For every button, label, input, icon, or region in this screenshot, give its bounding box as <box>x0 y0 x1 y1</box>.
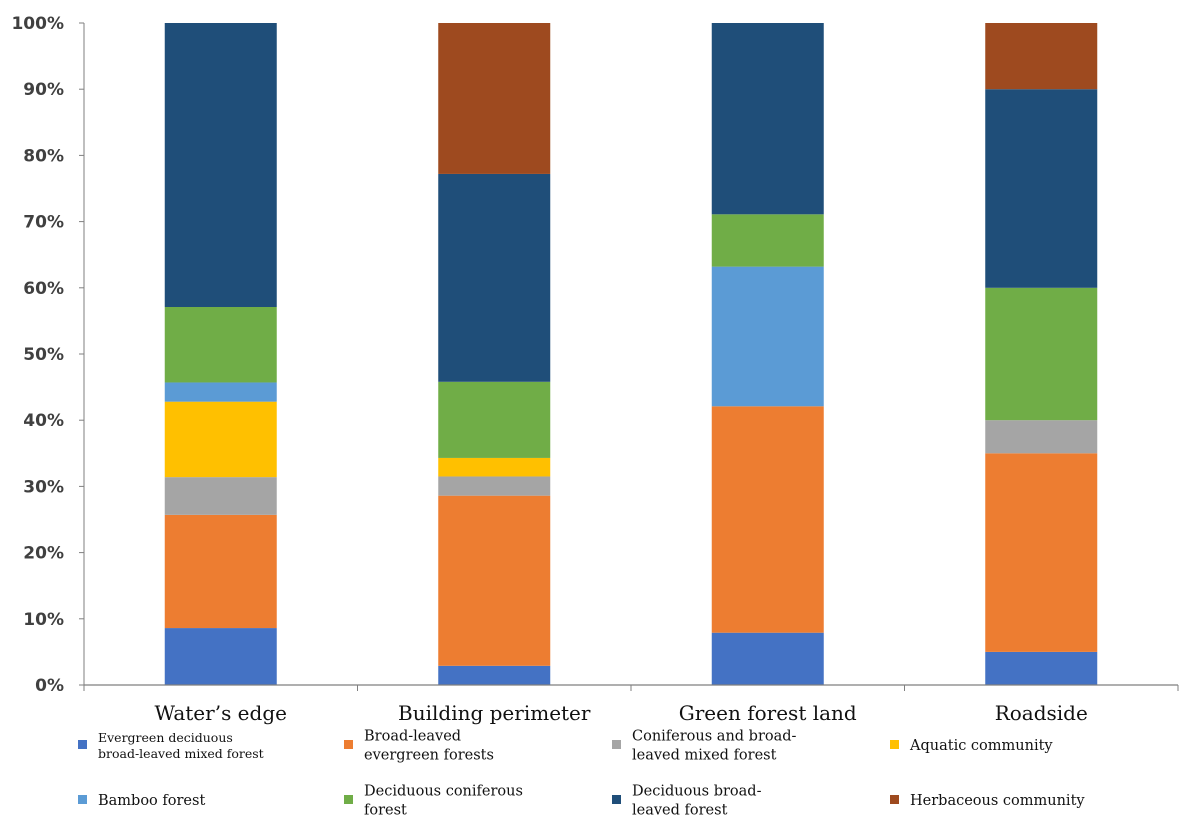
legend-item: Aquatic community <box>890 738 1053 754</box>
bar-segment <box>985 420 1098 454</box>
bar-stack <box>985 23 1098 685</box>
bar-segment <box>711 214 824 267</box>
bar-stack <box>438 23 551 685</box>
legend-label: Deciduous coniferous <box>364 784 523 800</box>
legend-swatch <box>78 740 87 749</box>
y-tick-label: 90% <box>23 80 64 100</box>
legend-label: Broad-leaved <box>364 729 461 745</box>
y-tick-label: 10% <box>23 610 64 630</box>
y-tick-label: 40% <box>23 411 64 431</box>
legend-label: leaved forest <box>632 803 728 819</box>
legend-swatch <box>344 795 353 804</box>
x-category-label: Building perimeter <box>398 701 591 725</box>
bar-segment <box>711 406 824 633</box>
bar-segment <box>711 23 824 215</box>
legend-swatch <box>612 795 621 804</box>
legend-label: forest <box>364 803 407 819</box>
bar-segment <box>985 89 1098 288</box>
bar-segment <box>164 401 277 478</box>
legend-label: Evergreen deciduous <box>98 730 233 745</box>
bar-segment <box>164 514 277 629</box>
y-tick-label: 100% <box>11 14 64 34</box>
bar-segment <box>438 495 551 666</box>
legend-label: broad-leaved mixed forest <box>98 746 264 761</box>
legend-swatch <box>890 795 899 804</box>
bar-segment <box>438 23 551 174</box>
legend-item: Coniferous and broad-leaved mixed forest <box>612 729 797 764</box>
bar-segment <box>438 457 551 477</box>
x-category-label: Water’s edge <box>155 701 287 725</box>
y-tick-label: 50% <box>23 345 64 365</box>
y-tick-label: 20% <box>23 544 64 564</box>
bar-segment <box>711 632 824 685</box>
legend-label: Herbaceous community <box>910 793 1085 809</box>
y-tick-label: 60% <box>23 279 64 299</box>
legend-label: leaved mixed forest <box>632 748 777 764</box>
x-axis: Water’s edge Building perimeter Green fore… <box>83 684 1179 725</box>
bar-stack <box>164 23 277 685</box>
bar-segment <box>438 173 551 382</box>
bar-segment <box>985 453 1098 652</box>
bar-segment <box>438 665 551 685</box>
legend-swatch <box>890 740 899 749</box>
x-category-label: Green forest land <box>679 701 857 725</box>
bar-segment <box>985 23 1098 90</box>
bar-segment <box>985 651 1098 685</box>
bar-segment <box>164 382 277 402</box>
legend-label: Bamboo forest <box>98 793 205 809</box>
y-axis: 0% 10% 20% 30% 40% 50% 60% 70% 80% 90% 100% <box>11 14 85 696</box>
legend-label: evergreen forests <box>364 748 494 764</box>
legend-swatch <box>612 740 621 749</box>
bar-segment <box>438 476 551 496</box>
bar-stack <box>711 23 824 685</box>
legend-label: Coniferous and broad- <box>632 729 797 745</box>
bar-segment <box>711 266 824 407</box>
legend-item: Deciduous coniferous forest <box>344 784 523 819</box>
y-tick-label: 30% <box>23 477 64 497</box>
x-category-label: Roadside <box>995 701 1088 725</box>
bar-segment <box>164 23 277 307</box>
bar-segment <box>985 287 1098 421</box>
y-tick-label: 0% <box>35 676 64 696</box>
legend-swatch <box>78 795 87 804</box>
legend-item: Bamboo forest <box>78 793 205 809</box>
y-tick-label: 70% <box>23 213 64 233</box>
legend-item: Broad-leaved evergreen forests <box>344 729 494 764</box>
legend-label: Deciduous broad- <box>632 784 762 800</box>
legend-item: Herbaceous community <box>890 793 1085 809</box>
bar-segment <box>438 381 551 458</box>
bar-segment <box>164 477 277 515</box>
legend-swatch <box>344 740 353 749</box>
y-tick-label: 80% <box>23 146 64 166</box>
legend-label: Aquatic community <box>909 738 1053 754</box>
legend-item: Deciduous broad-leaved forest <box>612 784 762 819</box>
bar-segment <box>164 628 277 685</box>
bars <box>164 23 1098 685</box>
bar-segment <box>164 306 277 383</box>
